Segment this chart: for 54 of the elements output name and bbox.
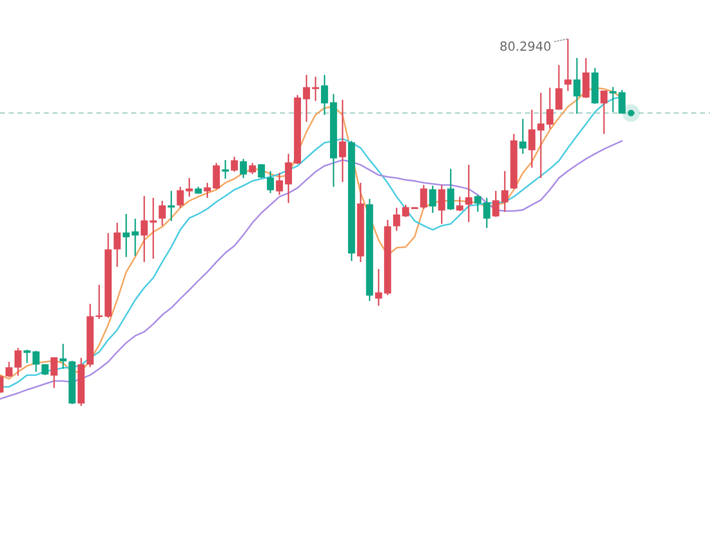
candlestick	[519, 118, 526, 154]
candlestick	[122, 213, 130, 258]
candlestick	[429, 185, 436, 214]
candlestick	[456, 196, 464, 212]
candlestick	[60, 343, 67, 370]
candlestick	[564, 38, 572, 92]
candlestick	[320, 74, 328, 116]
candlestick	[555, 64, 562, 110]
candlestick	[5, 361, 13, 378]
candlestick	[248, 162, 256, 175]
candlestick	[266, 170, 274, 194]
candlestick	[312, 76, 320, 102]
candlestick	[212, 162, 220, 190]
candlestick	[447, 168, 454, 211]
candlestick	[393, 207, 400, 232]
candlestick	[114, 222, 121, 268]
candlestick	[528, 109, 536, 168]
candlestick	[483, 197, 490, 229]
candlestick	[222, 159, 229, 180]
candlestick	[24, 349, 31, 364]
candlestick	[176, 186, 184, 208]
candlestick	[618, 89, 626, 114]
annotation: 80.2940	[500, 41, 550, 51]
candlestick	[582, 57, 590, 99]
candlestick	[32, 350, 40, 372]
candlestick	[600, 90, 608, 135]
candlestick	[537, 92, 544, 179]
candlestick	[132, 218, 139, 257]
candlestick	[492, 190, 500, 218]
candlestick	[240, 158, 247, 179]
candlestick	[50, 357, 58, 389]
candlestick	[276, 172, 283, 196]
candlestick	[465, 164, 472, 223]
candlestick	[546, 87, 554, 130]
candlestick	[375, 268, 382, 306]
candlestick	[438, 184, 446, 225]
candlestick	[420, 184, 428, 210]
candlestick	[14, 347, 22, 377]
candlestick	[402, 204, 410, 218]
candlestick	[573, 57, 580, 114]
candlestick	[230, 156, 238, 172]
candlestick	[186, 177, 193, 198]
candlestick	[168, 190, 175, 222]
candlestick	[42, 363, 49, 376]
candlestick	[96, 284, 103, 320]
candlestick	[609, 86, 617, 113]
candlestick	[258, 163, 265, 179]
candlestick	[501, 170, 508, 212]
candlestick	[204, 182, 211, 199]
candlestick	[474, 194, 482, 212]
candlestick	[339, 99, 346, 183]
candlestick	[284, 153, 292, 204]
candlestick	[158, 200, 166, 226]
candlestick	[302, 74, 310, 123]
